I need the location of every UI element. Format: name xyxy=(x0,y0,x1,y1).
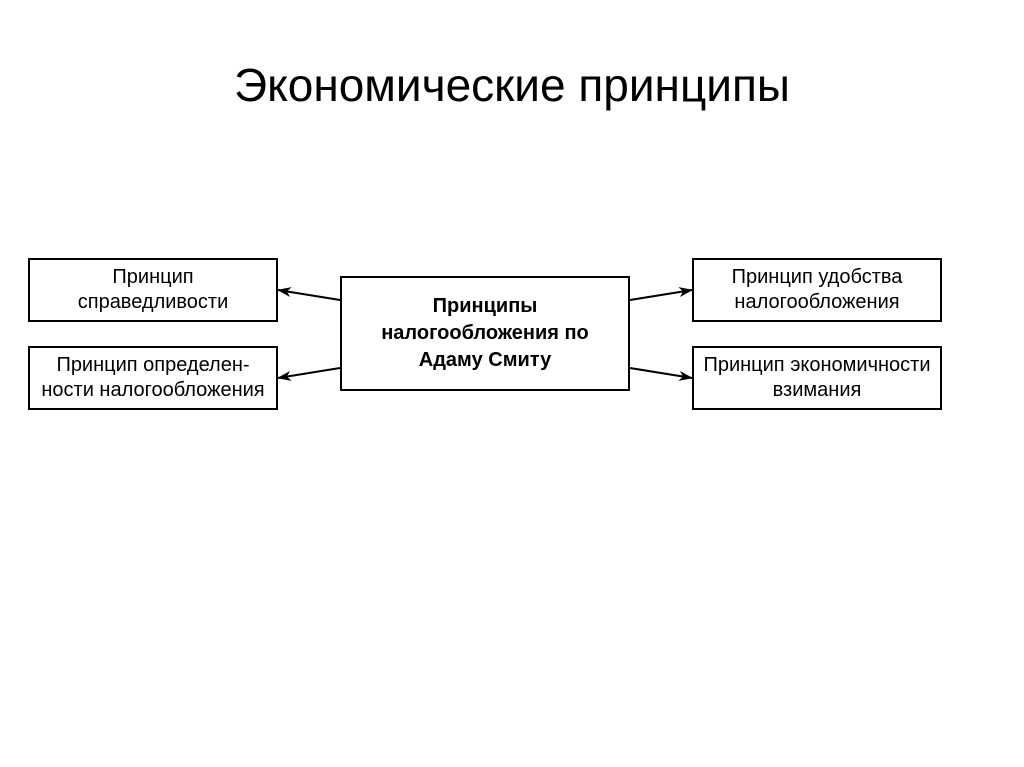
node-bottom-left: Принцип определен-ности налогообложения xyxy=(28,346,278,410)
edge-center-to-top_left xyxy=(278,290,340,300)
edge-center-to-bottom_right xyxy=(630,368,692,378)
page-title: Экономические принципы xyxy=(0,58,1024,112)
node-top-right: Принцип удобства налогообложения xyxy=(692,258,942,322)
node-center: Принципы налогообложения по Адаму Смиту xyxy=(340,276,630,391)
edge-center-to-top_right xyxy=(630,290,692,300)
edge-center-to-bottom_left xyxy=(278,368,340,378)
node-bottom-right: Принцип экономичности взимания xyxy=(692,346,942,410)
node-top-left: Принцип справедливости xyxy=(28,258,278,322)
page: Экономические принципы Принципы налогооб… xyxy=(0,0,1024,767)
